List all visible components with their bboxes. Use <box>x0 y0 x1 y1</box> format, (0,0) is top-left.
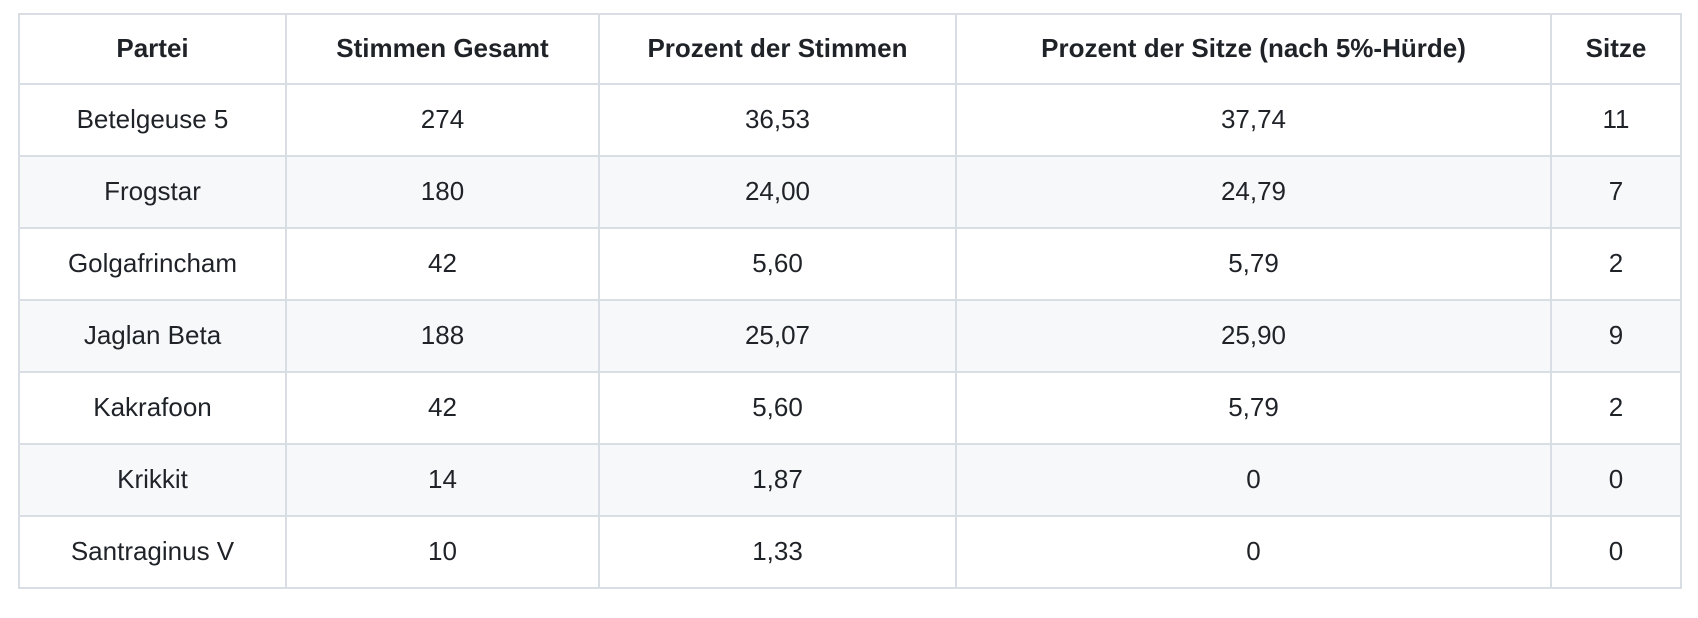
cell-seat-percent: 5,79 <box>955 227 1552 301</box>
cell-party: Golgafrincham <box>18 227 287 301</box>
cell-vote-percent: 25,07 <box>598 299 957 373</box>
cell-party: Frogstar <box>18 155 287 229</box>
cell-votes-total: 10 <box>285 515 600 589</box>
election-results-table: Partei Stimmen Gesamt Prozent der Stimme… <box>18 13 1682 589</box>
cell-seats: 0 <box>1550 515 1682 589</box>
cell-party: Santraginus V <box>18 515 287 589</box>
cell-votes-total: 274 <box>285 83 600 157</box>
table-row: Frogstar 180 24,00 24,79 7 <box>18 155 1682 229</box>
cell-seats: 0 <box>1550 443 1682 517</box>
cell-votes-total: 42 <box>285 371 600 445</box>
cell-party: Kakrafoon <box>18 371 287 445</box>
cell-seat-percent: 37,74 <box>955 83 1552 157</box>
column-header-prozent-der-stimmen: Prozent der Stimmen <box>598 13 957 85</box>
cell-seat-percent: 25,90 <box>955 299 1552 373</box>
cell-seats: 2 <box>1550 227 1682 301</box>
cell-vote-percent: 5,60 <box>598 371 957 445</box>
table-header: Partei Stimmen Gesamt Prozent der Stimme… <box>18 13 1682 85</box>
table-row: Santraginus V 10 1,33 0 0 <box>18 515 1682 589</box>
table-row: Jaglan Beta 188 25,07 25,90 9 <box>18 299 1682 373</box>
cell-vote-percent: 1,87 <box>598 443 957 517</box>
cell-seat-percent: 24,79 <box>955 155 1552 229</box>
cell-votes-total: 188 <box>285 299 600 373</box>
column-header-partei: Partei <box>18 13 287 85</box>
cell-seats: 11 <box>1550 83 1682 157</box>
cell-party: Krikkit <box>18 443 287 517</box>
cell-seats: 2 <box>1550 371 1682 445</box>
cell-votes-total: 180 <box>285 155 600 229</box>
column-header-prozent-der-sitze: Prozent der Sitze (nach 5%-Hürde) <box>955 13 1552 85</box>
cell-votes-total: 42 <box>285 227 600 301</box>
table-body: Betelgeuse 5 274 36,53 37,74 11 Frogstar… <box>18 83 1682 589</box>
column-header-sitze: Sitze <box>1550 13 1682 85</box>
cell-votes-total: 14 <box>285 443 600 517</box>
cell-party: Betelgeuse 5 <box>18 83 287 157</box>
cell-party: Jaglan Beta <box>18 299 287 373</box>
cell-seat-percent: 5,79 <box>955 371 1552 445</box>
header-row: Partei Stimmen Gesamt Prozent der Stimme… <box>18 13 1682 85</box>
cell-vote-percent: 5,60 <box>598 227 957 301</box>
cell-seats: 9 <box>1550 299 1682 373</box>
column-header-stimmen-gesamt: Stimmen Gesamt <box>285 13 600 85</box>
table-row: Kakrafoon 42 5,60 5,79 2 <box>18 371 1682 445</box>
table-row: Betelgeuse 5 274 36,53 37,74 11 <box>18 83 1682 157</box>
cell-vote-percent: 24,00 <box>598 155 957 229</box>
cell-seat-percent: 0 <box>955 443 1552 517</box>
cell-seats: 7 <box>1550 155 1682 229</box>
cell-vote-percent: 1,33 <box>598 515 957 589</box>
table-row: Krikkit 14 1,87 0 0 <box>18 443 1682 517</box>
cell-seat-percent: 0 <box>955 515 1552 589</box>
cell-vote-percent: 36,53 <box>598 83 957 157</box>
page: Partei Stimmen Gesamt Prozent der Stimme… <box>18 13 1682 589</box>
table-row: Golgafrincham 42 5,60 5,79 2 <box>18 227 1682 301</box>
